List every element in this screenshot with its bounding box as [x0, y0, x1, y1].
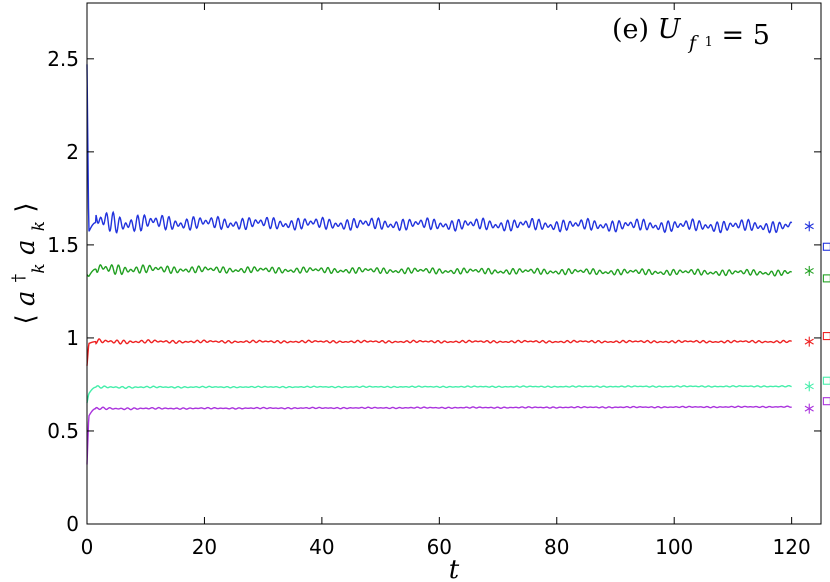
- x-tick-label: 100: [655, 535, 693, 559]
- series-line-2: [86, 263, 793, 278]
- ylabel-dagger: †: [9, 273, 29, 282]
- star-stroke: [804, 338, 814, 345]
- y-tick-label: 2.5: [47, 47, 79, 71]
- square-marker-4: [822, 376, 830, 385]
- square-marker-5: [822, 397, 830, 406]
- ylabel-a1: a: [11, 291, 41, 307]
- square-marker-3: [822, 332, 830, 341]
- y-axis-label: ⟨ a † k a k ⟩: [9, 202, 49, 324]
- annotation-sub: f: [687, 32, 699, 54]
- ylabel-k1: k: [29, 263, 49, 273]
- x-tick-label: 80: [544, 535, 569, 559]
- x-axis-label: t: [449, 555, 460, 582]
- series-line-1: [86, 64, 793, 234]
- axes: [86, 2, 822, 525]
- star-stroke: [804, 223, 814, 230]
- y-tick-label: 0: [66, 512, 79, 536]
- plot-frame: [86, 2, 822, 525]
- star-marker-4: [804, 381, 814, 392]
- series-line-4: [86, 384, 792, 404]
- y-tick-label: 0.5: [47, 419, 79, 443]
- star-stroke: [804, 405, 814, 412]
- star-marker-3: [804, 336, 814, 347]
- annotation-prefix: (e): [612, 14, 658, 45]
- square-marker-2: [822, 274, 830, 283]
- series-line-5: [86, 405, 792, 465]
- y-tick-label: 1.5: [47, 233, 79, 257]
- annotation-var: U: [658, 14, 682, 45]
- ylabel-k2: k: [29, 221, 49, 231]
- y-tick-label: 1: [66, 326, 79, 350]
- square-marker-1: [822, 242, 830, 251]
- star-stroke: [804, 267, 814, 274]
- y-ticks: 0 0.5 1 1.5 2 2.5: [47, 47, 821, 536]
- x-tick-label: 120: [773, 535, 811, 559]
- ylabel-open: ⟨: [11, 314, 41, 324]
- annotation-subsub: 1: [705, 35, 713, 50]
- x-tick-label: 20: [192, 535, 217, 559]
- plot-area: [86, 64, 830, 465]
- x-ticks: 0 20 40 60 80 100 120: [81, 3, 811, 559]
- x-tick-label: 60: [427, 535, 452, 559]
- ylabel-a2: a: [11, 239, 41, 255]
- ylabel-close: ⟩: [11, 202, 41, 212]
- annotation-rest: = 5: [722, 20, 770, 51]
- star-stroke: [804, 383, 814, 390]
- y-tick-label: 2: [66, 140, 79, 164]
- series-line-3: [86, 338, 792, 366]
- x-tick-label: 40: [309, 535, 334, 559]
- star-marker-2: [804, 265, 814, 276]
- star-marker-1: [804, 221, 814, 232]
- panel-annotation: (e) U f 1 = 5: [612, 14, 770, 54]
- x-tick-label: 0: [81, 535, 94, 559]
- star-marker-5: [804, 403, 814, 414]
